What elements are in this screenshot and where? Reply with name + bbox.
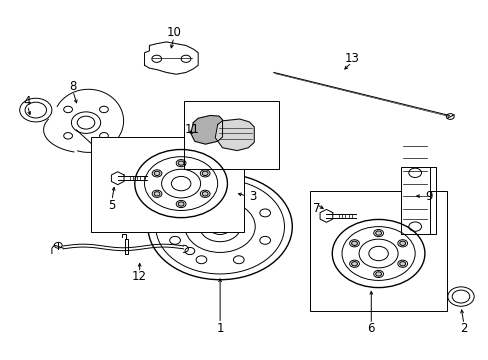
Circle shape <box>375 272 381 276</box>
Text: 10: 10 <box>166 27 181 40</box>
Circle shape <box>351 241 357 246</box>
Circle shape <box>202 171 208 176</box>
Text: 4: 4 <box>24 95 31 108</box>
Text: 5: 5 <box>108 199 115 212</box>
Text: 3: 3 <box>249 190 256 203</box>
Polygon shape <box>190 116 222 144</box>
Circle shape <box>202 192 208 196</box>
Bar <box>310 191 446 311</box>
Bar <box>400 167 429 234</box>
Circle shape <box>154 192 160 196</box>
Text: 13: 13 <box>344 51 359 64</box>
Text: 9: 9 <box>424 190 431 203</box>
Bar <box>183 101 278 169</box>
Text: 2: 2 <box>459 322 467 335</box>
Circle shape <box>399 262 405 266</box>
Circle shape <box>351 262 357 266</box>
Circle shape <box>178 202 183 206</box>
Bar <box>91 137 244 232</box>
Text: 7: 7 <box>312 202 320 215</box>
Text: 1: 1 <box>216 322 224 335</box>
Text: 8: 8 <box>69 80 77 93</box>
Circle shape <box>154 171 160 176</box>
Text: 6: 6 <box>367 322 374 335</box>
Text: 11: 11 <box>184 123 200 136</box>
Polygon shape <box>215 119 254 150</box>
Text: 12: 12 <box>132 270 147 283</box>
Circle shape <box>178 161 183 165</box>
Polygon shape <box>144 42 198 74</box>
Circle shape <box>375 231 381 235</box>
Circle shape <box>399 241 405 246</box>
